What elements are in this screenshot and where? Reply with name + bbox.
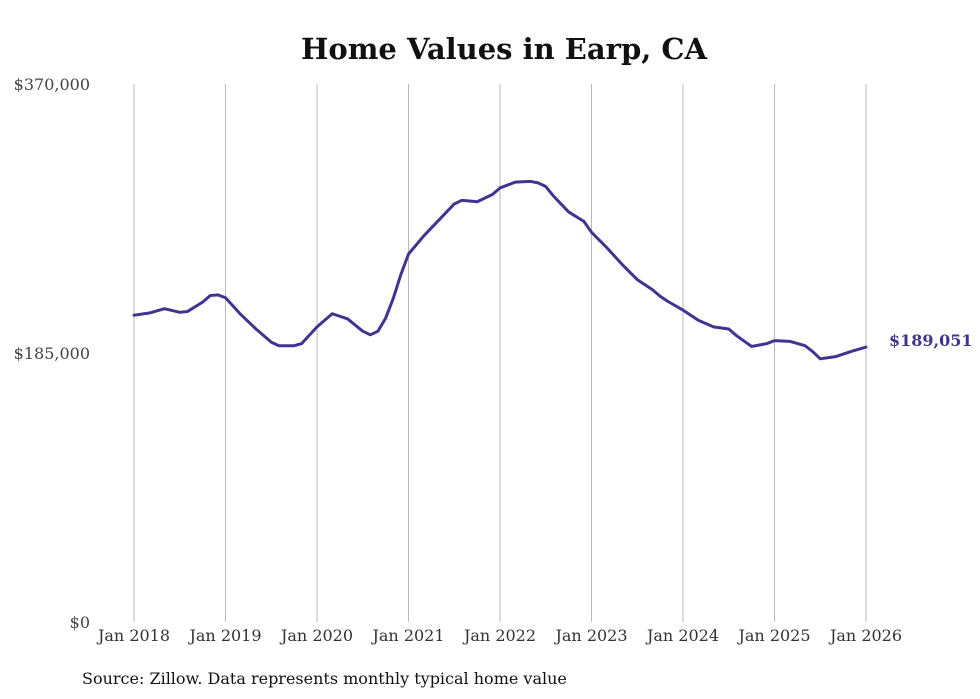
y-axis-ticks: $0 $185,000 $370,000 (14, 75, 90, 632)
x-tick-label: Jan 2018 (96, 626, 170, 645)
x-tick-label: Jan 2026 (828, 626, 902, 645)
chart-title: Home Values in Earp, CA (301, 32, 707, 66)
x-tick-label: Jan 2020 (279, 626, 353, 645)
latest-value-label: $189,051 (889, 331, 973, 350)
x-tick-label: Jan 2021 (370, 626, 444, 645)
x-axis-ticks: Jan 2018 Jan 2019 Jan 2020 Jan 2021 Jan 2022… (96, 626, 902, 645)
home-value-series-line (132, 179, 868, 361)
x-tick-label: Jan 2019 (187, 626, 261, 645)
y-tick-label: $0 (70, 613, 90, 632)
x-tick-label: Jan 2024 (645, 626, 719, 645)
x-tick-label: Jan 2025 (736, 626, 810, 645)
y-tick-label: $370,000 (14, 75, 90, 94)
gridlines (133, 84, 867, 622)
y-tick-label: $185,000 (14, 344, 90, 363)
source-note: Source: Zillow. Data represents monthly … (82, 669, 567, 688)
x-tick-label: Jan 2022 (462, 626, 536, 645)
x-tick-label: Jan 2023 (553, 626, 627, 645)
